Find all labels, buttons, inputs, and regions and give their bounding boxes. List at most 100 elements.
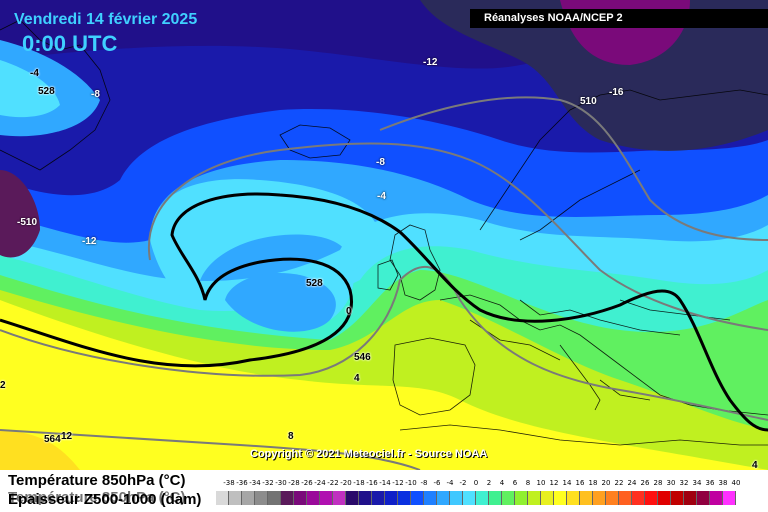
scale-tick-label: -26	[301, 479, 313, 487]
scale-tick-label: 30	[666, 479, 676, 487]
iceland-coast	[279, 124, 351, 159]
scale-tick-label: 24	[627, 479, 637, 487]
isotherm-label: 8	[288, 431, 294, 442]
thickness-label: 546	[354, 352, 371, 363]
map-time: 0:00 UTC	[22, 31, 118, 56]
scale-tick-label: -36	[236, 479, 248, 487]
isotherm-label: -12	[423, 57, 438, 68]
scale-tick-label: 6	[512, 479, 518, 487]
scale-tick-label: -24	[314, 479, 326, 487]
scale-tick-label: -4	[446, 479, 454, 487]
contour-510-north	[379, 96, 768, 241]
isotherm-label: 12	[61, 431, 73, 442]
scale-tick-label: 22	[614, 479, 624, 487]
temperature-map	[0, 0, 768, 470]
isotherm-label: -8	[91, 89, 100, 100]
scale-swatch	[411, 491, 424, 505]
thickness-label: 510	[580, 96, 597, 107]
south-yellow	[0, 380, 470, 470]
scale-swatch	[528, 491, 541, 505]
scale-swatch	[424, 491, 437, 505]
scale-tick-label: -16	[366, 479, 378, 487]
scale-tick-label: 12	[549, 479, 559, 487]
scale-swatch	[450, 491, 463, 505]
scale-tick-label: 36	[705, 479, 715, 487]
thickness-label: 564	[44, 434, 61, 445]
scale-tick-label: 32	[679, 479, 689, 487]
thickness-contours	[0, 96, 768, 470]
scale-tick-label: -12	[392, 479, 404, 487]
arctic-field	[420, 0, 768, 151]
thickness-label: 528	[306, 278, 323, 289]
legend-title-temperature-duplicate: Température 850hPa (°C)	[8, 489, 186, 506]
isotherm-label: -12	[82, 236, 97, 247]
scale-tick-label: -22	[327, 479, 339, 487]
copyright-text: Copyright © 2021 Meteociel.fr - Source N…	[250, 448, 488, 460]
southwest-orange	[0, 430, 80, 470]
legend-title-thickness: Epaisseur Z500-1000 (dam)	[8, 491, 202, 508]
north-africa-coast	[399, 424, 768, 446]
scale-tick-label: 28	[653, 479, 663, 487]
scale-tick-label: -8	[420, 479, 428, 487]
scale-tick-label: -38	[223, 479, 235, 487]
scale-tick-label: 4	[499, 479, 505, 487]
scale-swatch	[658, 491, 671, 505]
northwest-cyan	[0, 60, 60, 118]
isotherm-label: 0	[346, 306, 352, 317]
color-scale: -38 -36 -34 -32 -30 -28 -26 -24 -22 -20 -18 -16 -14-…	[216, 479, 756, 509]
iberia-coast	[392, 337, 476, 416]
scale-tick-label: -32	[262, 479, 274, 487]
scale-swatch	[502, 491, 515, 505]
scale-swatch	[723, 491, 736, 505]
scale-swatch	[398, 491, 411, 505]
scale-swatch	[671, 491, 684, 505]
scale-swatch	[710, 491, 723, 505]
scale-swatch	[541, 491, 554, 505]
scale-tick-label: -28	[288, 479, 300, 487]
isotherm-label: -4	[30, 68, 39, 79]
scale-swatch	[320, 491, 333, 505]
scale-swatch	[229, 491, 242, 505]
scale-tick-label: 14	[562, 479, 572, 487]
scale-tick-label: 10	[536, 479, 546, 487]
isotherm-label: -4	[377, 191, 386, 202]
scale-swatch	[476, 491, 489, 505]
scale-tick-label: -6	[433, 479, 441, 487]
contour-546	[0, 265, 768, 421]
scale-swatch	[281, 491, 294, 505]
scale-tick-label: 38	[718, 479, 728, 487]
scale-swatch	[255, 491, 268, 505]
isotherm-label: -8	[376, 157, 385, 168]
scale-swatch	[372, 491, 385, 505]
uk-coast	[389, 224, 441, 301]
scale-tick-label: -2	[459, 479, 467, 487]
scale-tick-label: -34	[249, 479, 261, 487]
thickness-label: -510	[17, 217, 38, 228]
scale-swatch	[632, 491, 645, 505]
west-cold-core	[0, 170, 40, 258]
italy-coast	[559, 344, 601, 411]
scale-tick-label: -20	[340, 479, 352, 487]
contour-528	[147, 142, 768, 331]
scale-tick-label: -18	[353, 479, 365, 487]
scandinavia-coast	[479, 89, 768, 231]
legend-title-temperature: Température 850hPa (°C)	[8, 472, 186, 489]
scale-swatch	[645, 491, 658, 505]
scale-tick-label: -30	[275, 479, 287, 487]
swirl-core	[225, 272, 336, 332]
scale-swatch	[593, 491, 606, 505]
scale-swatch	[307, 491, 320, 505]
scale-swatch	[268, 491, 281, 505]
scale-swatch	[437, 491, 450, 505]
scandinavia-inner	[519, 169, 641, 241]
legend-panel: Température 850hPa (°C) Température 850h…	[0, 470, 768, 512]
scale-tick-label: 16	[575, 479, 585, 487]
isotherm-label: -16	[609, 87, 624, 98]
scale-swatch	[580, 491, 593, 505]
isotherm-label: 4	[752, 460, 758, 471]
scale-swatch	[606, 491, 619, 505]
scale-swatch	[346, 491, 359, 505]
scale-swatch	[619, 491, 632, 505]
scale-swatch	[242, 491, 255, 505]
scale-swatch	[333, 491, 346, 505]
